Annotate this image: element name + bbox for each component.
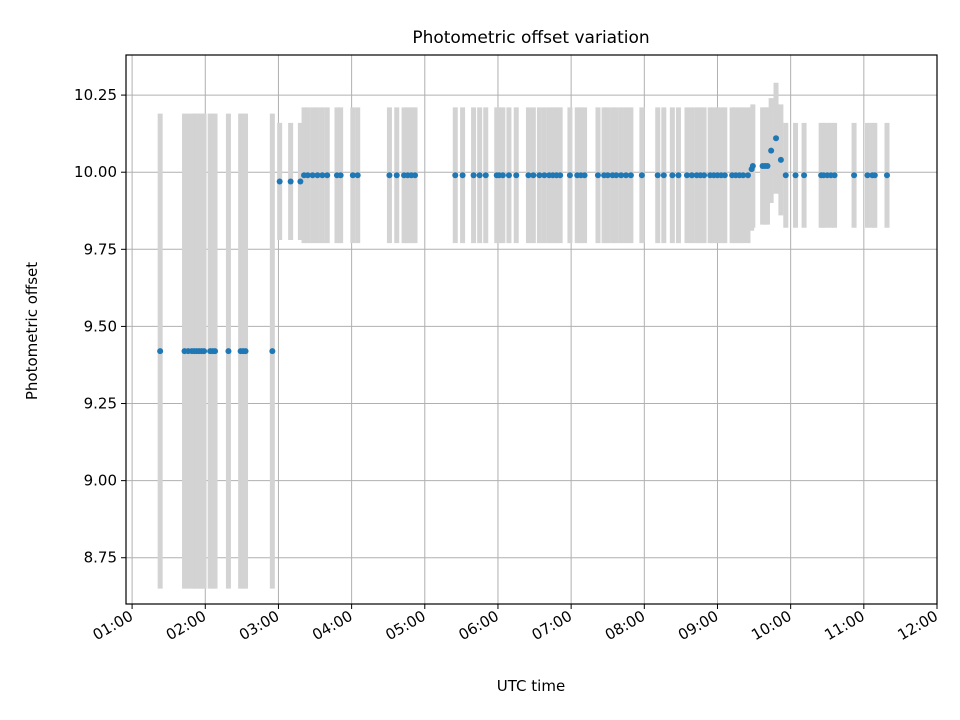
x-tick-label: 10:00 (748, 607, 794, 644)
data-point (604, 172, 611, 179)
data-point (801, 172, 808, 179)
x-tick-label: 07:00 (529, 607, 575, 644)
data-point (276, 178, 283, 185)
data-point (386, 172, 393, 179)
data-point (623, 172, 630, 179)
x-axis-label: UTC time (497, 677, 565, 695)
data-point (701, 172, 708, 179)
data-point (349, 172, 356, 179)
data-point (212, 348, 219, 355)
y-tick-label: 9.50 (84, 317, 117, 335)
x-tick-label: 08:00 (602, 607, 648, 644)
data-point (354, 172, 361, 179)
data-point (764, 163, 771, 170)
data-point (525, 172, 532, 179)
data-point (871, 172, 878, 179)
error-bars (157, 82, 890, 589)
data-points (157, 135, 890, 355)
y-tick-label: 9.25 (84, 395, 117, 413)
y-tick-label: 10.25 (74, 86, 117, 104)
data-point (309, 172, 316, 179)
data-point (513, 172, 520, 179)
data-point (242, 348, 249, 355)
x-tick-label: 04:00 (309, 607, 355, 644)
data-point (393, 172, 400, 179)
data-point (831, 172, 838, 179)
data-point (749, 163, 756, 170)
x-tick-label: 03:00 (236, 607, 282, 644)
data-point (505, 172, 512, 179)
x-tick-label: 01:00 (90, 607, 136, 644)
data-point (627, 172, 634, 179)
data-point (744, 172, 751, 179)
data-point (452, 172, 459, 179)
data-point (536, 172, 543, 179)
data-point (721, 172, 728, 179)
y-tick-label: 9.00 (84, 472, 117, 490)
x-tick-label: 12:00 (895, 607, 941, 644)
data-point (337, 172, 344, 179)
data-point (412, 172, 419, 179)
data-point (314, 172, 321, 179)
data-point (482, 172, 489, 179)
data-point (688, 172, 695, 179)
data-point (660, 172, 667, 179)
chart-title: Photometric offset variation (412, 28, 649, 48)
x-tick-label: 11:00 (821, 607, 867, 644)
data-point (864, 172, 871, 179)
data-point (157, 348, 164, 355)
data-point (669, 172, 676, 179)
data-point (319, 172, 326, 179)
data-point (470, 172, 477, 179)
data-point (476, 172, 483, 179)
data-point (768, 147, 775, 154)
data-point (683, 172, 690, 179)
data-point (581, 172, 588, 179)
data-point (613, 172, 620, 179)
data-point (740, 172, 747, 179)
y-tick-label: 9.75 (84, 240, 117, 258)
data-point (459, 172, 466, 179)
x-tick-label: 06:00 (456, 607, 502, 644)
data-point (499, 172, 506, 179)
data-point (201, 348, 208, 355)
x-tick-label: 05:00 (382, 607, 428, 644)
data-point (297, 178, 304, 185)
y-axis-label: Photometric offset (23, 262, 41, 400)
x-axis-ticks: 01:00 02:00 03:00 04:00 05:00 06:00 07:00 08:00… (90, 604, 941, 644)
y-tick-label: 10.00 (74, 163, 117, 181)
x-tick-label: 09:00 (675, 607, 721, 644)
data-point (287, 178, 294, 185)
data-point (773, 135, 780, 142)
data-point (557, 172, 564, 179)
data-point (777, 156, 784, 163)
data-point (324, 172, 331, 179)
data-point (638, 172, 645, 179)
data-point (675, 172, 682, 179)
data-point (883, 172, 890, 179)
data-point (304, 172, 311, 179)
y-axis-ticks: 8.75 9.00 9.25 9.50 9.75 10.00 10.25 (74, 86, 126, 567)
data-point (541, 172, 548, 179)
y-tick-label: 8.75 (84, 549, 117, 567)
data-point (654, 172, 661, 179)
data-point (225, 348, 232, 355)
plot-frame (125, 54, 938, 605)
data-point (594, 172, 601, 179)
data-point (566, 172, 573, 179)
x-tick-label: 02:00 (163, 607, 209, 644)
data-point (618, 172, 625, 179)
data-point (530, 172, 537, 179)
data-point (269, 348, 276, 355)
data-point (782, 172, 789, 179)
data-point (792, 172, 799, 179)
data-point (851, 172, 858, 179)
